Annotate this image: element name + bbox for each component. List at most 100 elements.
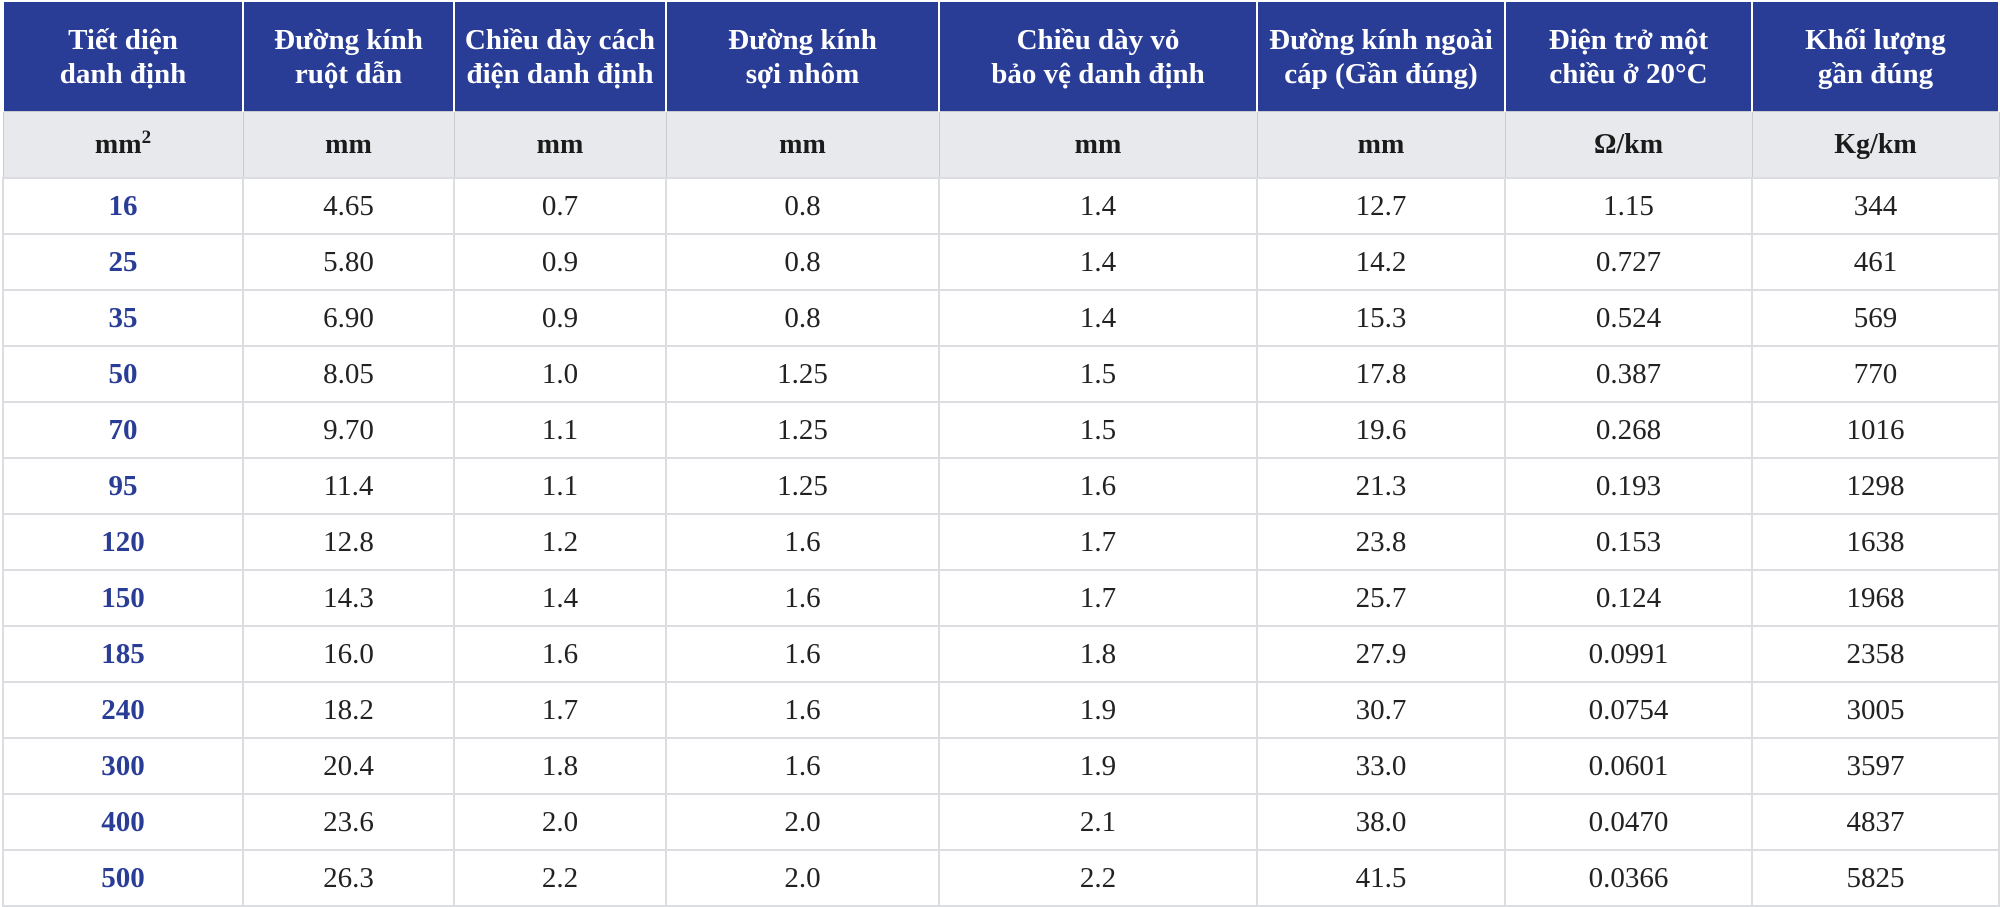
table-cell: 1.1 xyxy=(453,457,667,515)
table-cell: 1298 xyxy=(1751,457,2000,515)
unit-cell: mm xyxy=(242,111,455,179)
table-cell: 0.8 xyxy=(665,289,940,347)
table-cell: 1.8 xyxy=(938,625,1258,683)
unit-cell: mm2 xyxy=(2,111,244,179)
cross-section-cell: 185 xyxy=(2,625,244,683)
table-cell: 33.0 xyxy=(1256,737,1506,795)
table-cell: 1.25 xyxy=(665,457,940,515)
header-line: bảo vệ danh định xyxy=(991,57,1205,90)
table-cell: 1.6 xyxy=(665,625,940,683)
unit-cell: Ω/km xyxy=(1504,111,1753,179)
header-line: Đường kính xyxy=(274,23,423,56)
header-cell: Tiết diện danh định xyxy=(2,2,244,112)
cross-section-cell: 70 xyxy=(2,401,244,459)
table-cell: 2.2 xyxy=(453,849,667,907)
table-body: 16 4.65 0.7 0.8 1.4 12.7 1.15 344 25 5.80 0.9 0.8 1.… xyxy=(2,177,2000,907)
header-cell: Đường kính sợi nhôm xyxy=(665,2,940,112)
table-cell: 0.7 xyxy=(453,177,667,235)
cross-section-cell: 25 xyxy=(2,233,244,291)
table-cell: 1.8 xyxy=(453,737,667,795)
table-cell: 1.6 xyxy=(453,625,667,683)
table-cell: 569 xyxy=(1751,289,2000,347)
header-cell: Khối lượng gần đúng xyxy=(1751,2,2000,112)
table-cell: 0.387 xyxy=(1504,345,1753,403)
table-row: 300 20.4 1.8 1.6 1.9 33.0 0.0601 3597 xyxy=(2,737,2000,795)
table-row: 35 6.90 0.9 0.8 1.4 15.3 0.524 569 xyxy=(2,289,2000,347)
table-row: 120 12.8 1.2 1.6 1.7 23.8 0.153 1638 xyxy=(2,513,2000,571)
header-line: Điện trở một xyxy=(1548,23,1709,56)
units-row: mm2 mm mm mm mm mm Ω/km Kg/km xyxy=(2,111,2000,179)
cross-section-cell: 150 xyxy=(2,569,244,627)
table-cell: 2.2 xyxy=(938,849,1258,907)
table-cell: 14.2 xyxy=(1256,233,1506,291)
table-cell: 770 xyxy=(1751,345,2000,403)
table-cell: 2.0 xyxy=(665,793,940,851)
table-cell: 0.524 xyxy=(1504,289,1753,347)
header-line: Tiết diện xyxy=(68,23,178,56)
table-cell: 27.9 xyxy=(1256,625,1506,683)
table-cell: 8.05 xyxy=(242,345,455,403)
unit-cell: mm xyxy=(938,111,1258,179)
table-cell: 1.5 xyxy=(938,401,1258,459)
table-cell: 12.8 xyxy=(242,513,455,571)
table-cell: 0.727 xyxy=(1504,233,1753,291)
table-cell: 16.0 xyxy=(242,625,455,683)
table-cell: 1.25 xyxy=(665,401,940,459)
table-cell: 2.1 xyxy=(938,793,1258,851)
table-cell: 6.90 xyxy=(242,289,455,347)
table-cell: 1.7 xyxy=(938,569,1258,627)
table-cell: 26.3 xyxy=(242,849,455,907)
table-cell: 1.4 xyxy=(938,233,1258,291)
table-cell: 1.4 xyxy=(938,289,1258,347)
table-cell: 1.9 xyxy=(938,737,1258,795)
table-cell: 1.7 xyxy=(938,513,1258,571)
table-row: 500 26.3 2.2 2.0 2.2 41.5 0.0366 5825 xyxy=(2,849,2000,907)
table-cell: 5825 xyxy=(1751,849,2000,907)
cross-section-cell: 35 xyxy=(2,289,244,347)
table-cell: 4.65 xyxy=(242,177,455,235)
table-cell: 18.2 xyxy=(242,681,455,739)
table-cell: 1.7 xyxy=(453,681,667,739)
table-cell: 1.4 xyxy=(938,177,1258,235)
table-cell: 1.6 xyxy=(665,681,940,739)
table-cell: 0.9 xyxy=(453,289,667,347)
table-cell: 1016 xyxy=(1751,401,2000,459)
table-cell: 0.193 xyxy=(1504,457,1753,515)
table-cell: 1.2 xyxy=(453,513,667,571)
table-cell: 1.5 xyxy=(938,345,1258,403)
table-cell: 21.3 xyxy=(1256,457,1506,515)
header-line: cáp (Gần đúng) xyxy=(1284,57,1478,90)
header-cell: Đường kính ngoài cáp (Gần đúng) xyxy=(1256,2,1506,112)
header-line: danh định xyxy=(59,57,187,90)
unit-cell: Kg/km xyxy=(1751,111,2000,179)
header-line: chiều ở 20°C xyxy=(1549,57,1708,90)
table-cell: 0.0991 xyxy=(1504,625,1753,683)
table-row: 70 9.70 1.1 1.25 1.5 19.6 0.268 1016 xyxy=(2,401,2000,459)
table-cell: 19.6 xyxy=(1256,401,1506,459)
table-row: 25 5.80 0.9 0.8 1.4 14.2 0.727 461 xyxy=(2,233,2000,291)
table-cell: 0.0366 xyxy=(1504,849,1753,907)
table-cell: 0.8 xyxy=(665,177,940,235)
table-cell: 20.4 xyxy=(242,737,455,795)
table-cell: 2.0 xyxy=(453,793,667,851)
header-cell: Chiều dày cách điện danh định xyxy=(453,2,667,112)
table-row: 50 8.05 1.0 1.25 1.5 17.8 0.387 770 xyxy=(2,345,2000,403)
header-line: Chiều dày vỏ xyxy=(1016,23,1180,56)
table-row: 16 4.65 0.7 0.8 1.4 12.7 1.15 344 xyxy=(2,177,2000,235)
table-cell: 25.7 xyxy=(1256,569,1506,627)
table-cell: 1.6 xyxy=(665,737,940,795)
header-cell: Điện trở một chiều ở 20°C xyxy=(1504,2,1753,112)
header-line: Chiều dày cách xyxy=(464,23,656,56)
header-line: Đường kính ngoài xyxy=(1269,23,1493,56)
table-row: 150 14.3 1.4 1.6 1.7 25.7 0.124 1968 xyxy=(2,569,2000,627)
table-cell: 0.153 xyxy=(1504,513,1753,571)
cross-section-cell: 300 xyxy=(2,737,244,795)
table-cell: 1.0 xyxy=(453,345,667,403)
cross-section-cell: 400 xyxy=(2,793,244,851)
table-cell: 1638 xyxy=(1751,513,2000,571)
table-cell: 23.8 xyxy=(1256,513,1506,571)
cross-section-cell: 240 xyxy=(2,681,244,739)
header-row: Tiết diện danh định Đường kính ruột dẫn … xyxy=(2,2,2000,112)
table-row: 240 18.2 1.7 1.6 1.9 30.7 0.0754 3005 xyxy=(2,681,2000,739)
